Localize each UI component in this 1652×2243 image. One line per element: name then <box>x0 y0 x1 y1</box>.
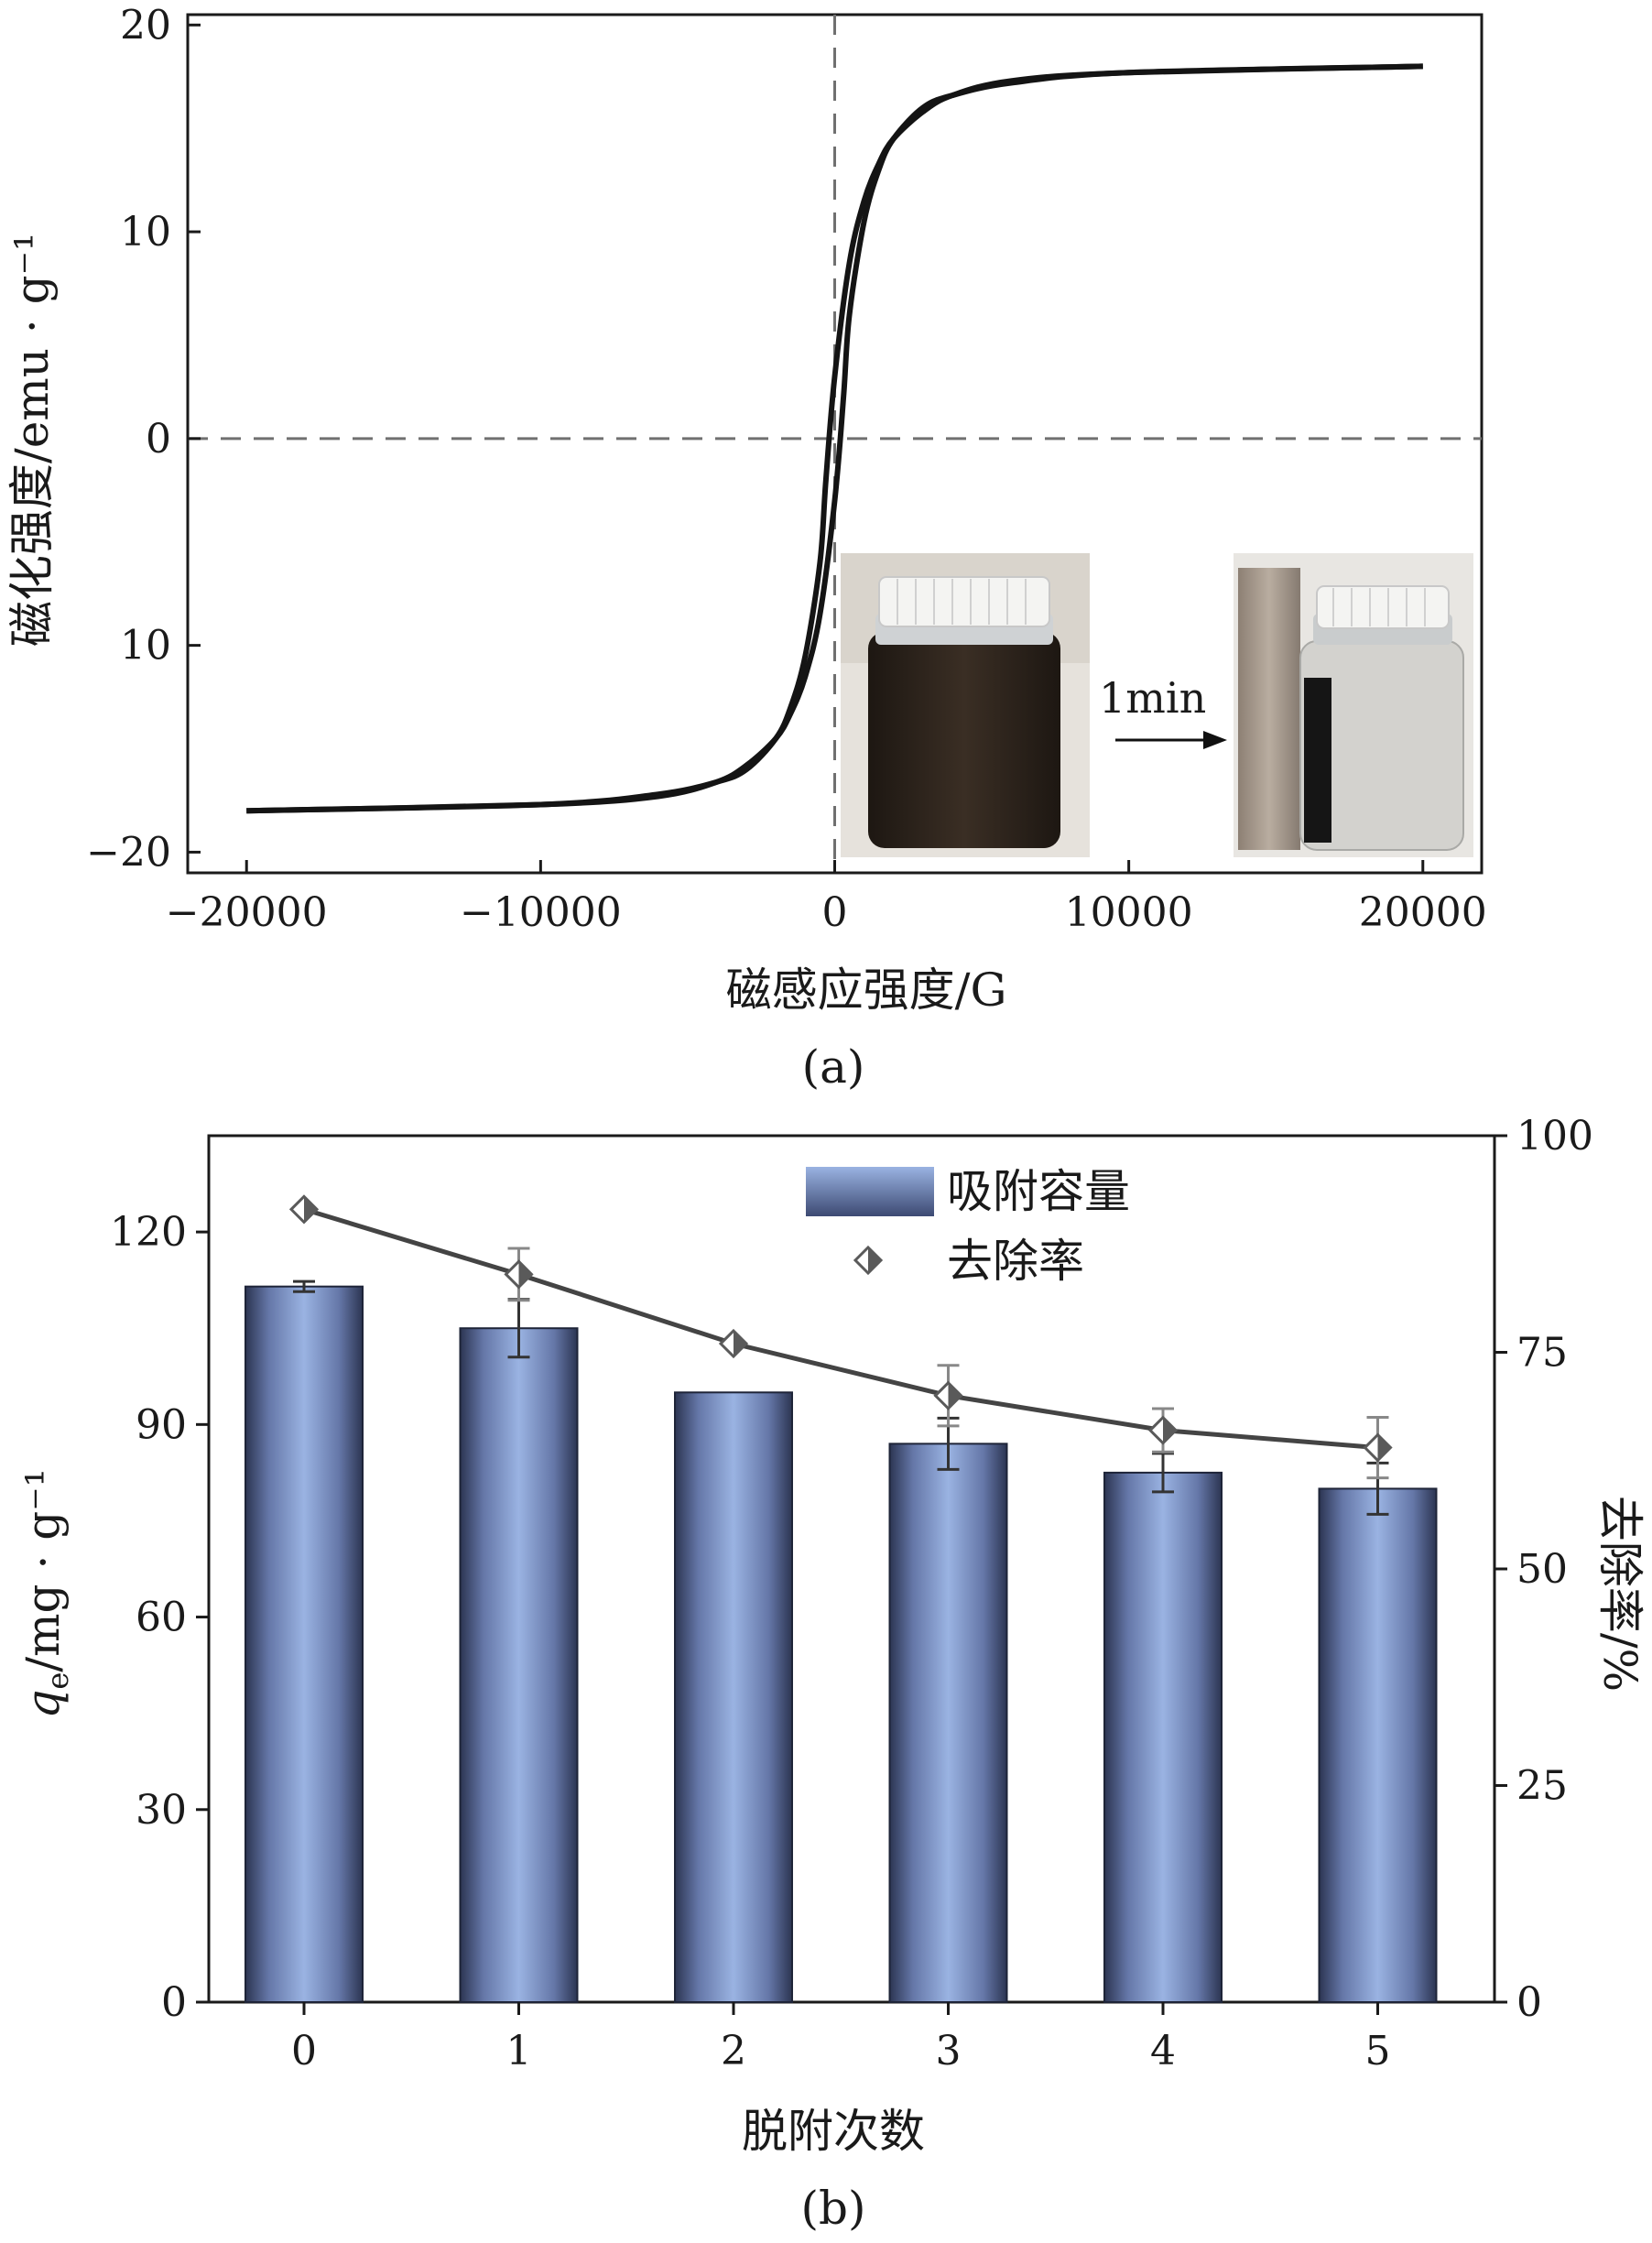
panel-a-hysteresis-chart: −20000 −10000 0 10000 20000 20 10 0 10 −20 <box>5 2 1487 1094</box>
bar-0 <box>245 1285 364 2003</box>
panel-b-desorption-chart: 0 1 2 3 4 5 0 30 60 90 120 0 25 50 75 100 吸附容量 去除率 脱附… <box>16 1113 1647 2235</box>
y-tick-label: 120 <box>110 1209 187 1256</box>
panel-b-right-y-ticks: 0 25 50 75 100 <box>1494 1113 1593 2026</box>
panel-b-bars <box>245 1285 1438 2004</box>
panel-a-caption: (a) <box>802 1040 865 1094</box>
panel-b-left-y-ticks: 0 30 60 90 120 <box>110 1209 209 2026</box>
x-tick-label: 10000 <box>1065 889 1193 936</box>
panel-b-removal-line <box>288 1194 1393 1480</box>
x-tick-label: 20000 <box>1359 889 1487 936</box>
marker-fill <box>518 1261 532 1288</box>
x-tick-label: 5 <box>1365 2028 1391 2074</box>
panel-a-x-ticks: −20000 −10000 0 10000 20000 <box>166 860 1487 936</box>
removal-marker-3 <box>933 1380 963 1410</box>
panel-a-x-axis-label: 磁感应强度/G <box>726 964 1007 1017</box>
x-tick-label: 2 <box>721 2028 746 2074</box>
y-tick-label: 30 <box>136 1787 187 1834</box>
inset-photo-before <box>841 553 1090 857</box>
x-tick-label: 0 <box>822 889 848 936</box>
inset-arrow <box>1115 731 1227 749</box>
removal-rate-line <box>303 1207 1378 1451</box>
panel-b-caption: (b) <box>800 2182 865 2235</box>
inset-photo-after <box>1234 553 1473 857</box>
right-y-tick-label: 100 <box>1516 1113 1593 1160</box>
marker-fill <box>948 1382 962 1409</box>
y-tick-label: 90 <box>136 1401 187 1448</box>
legend-swatch-bar <box>806 1167 934 1216</box>
right-y-tick-label: 0 <box>1516 1979 1542 2026</box>
x-tick-label: 4 <box>1150 2028 1176 2074</box>
x-tick-label: 1 <box>506 2028 532 2074</box>
removal-marker-1 <box>504 1259 534 1290</box>
y-tick-label: 0 <box>146 416 171 463</box>
right-y-tick-label: 50 <box>1516 1546 1568 1593</box>
removal-marker-2 <box>718 1328 749 1359</box>
bar-3 <box>888 1443 1008 2004</box>
marker-fill <box>734 1331 746 1357</box>
removal-marker-5 <box>1363 1432 1393 1463</box>
legend-label-line: 去除率 <box>947 1235 1084 1288</box>
panel-a-y-axis-label: 磁化强度/emu · g⁻¹ <box>5 233 59 647</box>
panel-b-bar-error-bars <box>293 1279 1389 1516</box>
legend-label-bar: 吸附容量 <box>947 1165 1130 1218</box>
panel-a-y-ticks: 20 10 0 10 −20 <box>86 2 201 876</box>
x-tick-label: 3 <box>936 2028 962 2074</box>
bar-1 <box>459 1327 579 2003</box>
marker-fill <box>1377 1434 1391 1461</box>
y-tick-label: −20 <box>86 829 171 876</box>
inset-time-label: 1min <box>1099 673 1206 723</box>
right-y-tick-label: 75 <box>1516 1330 1568 1377</box>
y-tick-label: 10 <box>120 209 171 256</box>
y-tick-label: 20 <box>120 2 171 49</box>
y-tick-label: 0 <box>161 1979 187 2026</box>
removal-marker-0 <box>288 1194 320 1225</box>
marker-fill <box>304 1196 317 1223</box>
hysteresis-ascending-branch <box>246 63 1423 814</box>
marker-fill <box>1163 1417 1176 1443</box>
bar-2 <box>674 1391 793 2003</box>
bar-5 <box>1318 1487 1438 2003</box>
right-y-tick-label: 25 <box>1516 1763 1568 1810</box>
x-tick-label: −20000 <box>166 889 328 936</box>
bar-4 <box>1103 1471 1223 2003</box>
panel-b-left-y-axis-label: qe/mg · g⁻¹ <box>16 1468 75 1718</box>
x-tick-label: −10000 <box>460 889 622 936</box>
legend-swatch-marker <box>853 1245 884 1276</box>
panel-b-x-axis-label: 脱附次数 <box>742 2105 925 2158</box>
panel-b-right-y-axis-label: 去除率/% <box>1593 1496 1647 1692</box>
panel-b-plot-frame <box>207 1134 1496 2004</box>
y-tick-label: 60 <box>136 1595 187 1641</box>
y-tick-label: 10 <box>120 623 171 670</box>
x-tick-label: 0 <box>291 2028 317 2074</box>
panel-b-x-ticks: 0 1 2 3 4 5 <box>291 2002 1391 2074</box>
removal-marker-4 <box>1147 1415 1179 1445</box>
panel-b-legend: 吸附容量 去除率 <box>806 1165 1130 1288</box>
panel-a-hysteresis-curves <box>246 63 1423 814</box>
